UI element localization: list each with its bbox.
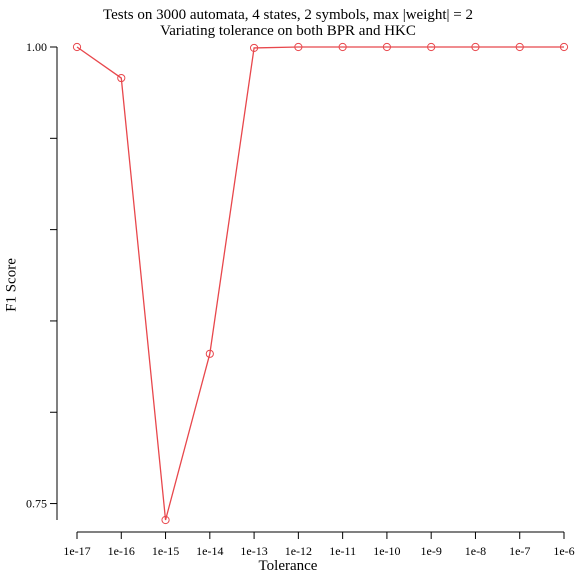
y-tick-label: 1.00 bbox=[26, 40, 47, 54]
x-tick-label: 1e-10 bbox=[373, 544, 400, 558]
data-point bbox=[117, 73, 126, 83]
data-point bbox=[205, 349, 214, 358]
series-group bbox=[72, 42, 569, 525]
x-tick-label: 1e-12 bbox=[285, 544, 312, 558]
x-tick-label: 1e-9 bbox=[421, 544, 442, 558]
chart-title: Tests on 3000 automata, 4 states, 2 symb… bbox=[102, 7, 474, 23]
data-point bbox=[294, 42, 303, 52]
x-tick-label: 1e-6 bbox=[553, 544, 574, 558]
x-tick-label: 1e-7 bbox=[509, 544, 530, 558]
data-point bbox=[161, 515, 170, 525]
data-point bbox=[559, 42, 569, 52]
x-axis-label: Tolerance bbox=[258, 558, 318, 574]
x-tick-label: 1e-16 bbox=[108, 544, 135, 558]
data-point bbox=[338, 42, 347, 52]
y-axis-label: F1 Score bbox=[3, 258, 20, 312]
x-tick-label: 1e-14 bbox=[196, 544, 223, 558]
data-point bbox=[427, 42, 436, 52]
data-point bbox=[249, 43, 259, 53]
x-tick-label: 1e-8 bbox=[465, 544, 486, 558]
data-point bbox=[471, 42, 480, 52]
x-tick-label: 1e-13 bbox=[240, 544, 267, 558]
x-tick-label: 1e-17 bbox=[63, 544, 90, 558]
y-axis-ticks: 0.75 1.00 bbox=[26, 40, 57, 511]
data-point bbox=[515, 42, 524, 52]
data-point bbox=[72, 42, 82, 52]
y-tick-label: 0.75 bbox=[26, 497, 47, 511]
x-tick-label: 1e-15 bbox=[152, 544, 179, 558]
x-axis-ticks: 1e-17 1e-16 1e-15 1e-14 1e-13 1e-12 1e-11 1e-10… bbox=[63, 532, 575, 558]
chart-subtitle: Variating tolerance on both BPR and HKC bbox=[160, 23, 416, 39]
series-line bbox=[76, 46, 564, 521]
x-tick-label: 1e-11 bbox=[329, 544, 356, 558]
data-point bbox=[382, 42, 392, 52]
